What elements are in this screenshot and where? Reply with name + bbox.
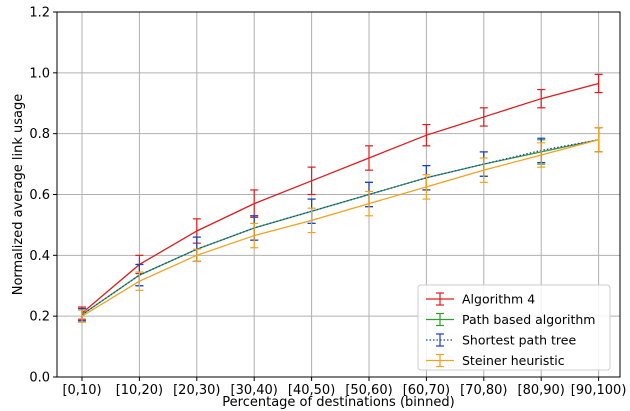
series-layer — [78, 73, 603, 323]
y-tick-label: 0.8 — [29, 127, 50, 142]
legend: Algorithm 4 Path based algorithm Shortest … — [417, 284, 611, 371]
x-axis-label: Percentage of destinations (binned) — [222, 395, 454, 410]
x-tick-label: [50,60) — [345, 383, 392, 398]
legend-entry: Steiner heuristic — [426, 353, 565, 368]
series-2 — [78, 126, 603, 322]
legend-label: Algorithm 4 — [462, 292, 535, 307]
legend-entry: Path based algorithm — [426, 312, 595, 327]
x-tick-label: [10,20) — [116, 383, 163, 398]
y-axis-label: Normalized average link usage — [11, 94, 26, 296]
series-3 — [78, 126, 603, 323]
x-tick-label: [30,40) — [231, 383, 278, 398]
y-tick-label: 0.2 — [29, 310, 50, 325]
y-tick-label: 0.4 — [29, 249, 50, 264]
x-tick-label: [40,50) — [288, 383, 335, 398]
legend-box — [417, 284, 611, 371]
series-line — [81, 82, 599, 314]
y-tick-label: 1.0 — [29, 66, 50, 81]
x-tick-label: [0,10) — [62, 383, 101, 398]
y-tick-label: 0.6 — [29, 188, 50, 203]
legend-entry: Shortest path tree — [426, 333, 576, 348]
legend-label: Path based algorithm — [462, 312, 595, 327]
legend-entry: Algorithm 4 — [426, 292, 535, 307]
legend-label: Shortest path tree — [462, 333, 576, 348]
series-line — [81, 139, 599, 316]
y-tick-label: 1.2 — [29, 6, 50, 21]
x-tick-label: [60,70) — [403, 383, 450, 398]
series-0 — [78, 73, 603, 320]
x-tick-label: [20,30) — [173, 383, 220, 398]
series-line — [81, 139, 599, 317]
x-tick-label: [80,90) — [518, 383, 565, 398]
y-tick-label: 0.0 — [29, 371, 50, 386]
legend-label: Steiner heuristic — [462, 353, 565, 368]
x-tick-label: [90,100) — [571, 383, 627, 398]
ticks: [0,10) [10,20) [20,30) [30,40) [40,50) [50,60… — [29, 6, 626, 399]
x-tick-label: [70,80) — [460, 383, 507, 398]
